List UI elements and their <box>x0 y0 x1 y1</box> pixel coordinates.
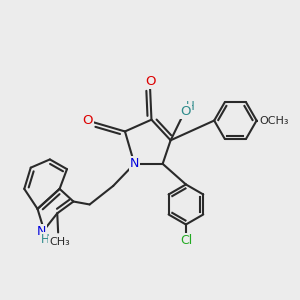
Text: OCH₃: OCH₃ <box>259 116 288 126</box>
Text: H: H <box>186 100 195 113</box>
Text: Cl: Cl <box>180 234 192 247</box>
Text: CH₃: CH₃ <box>49 237 70 247</box>
Text: O: O <box>180 105 190 118</box>
Text: N: N <box>36 225 46 238</box>
Text: O: O <box>145 75 155 88</box>
Text: N: N <box>130 157 139 170</box>
Text: O: O <box>82 114 92 127</box>
Text: H: H <box>41 233 50 246</box>
